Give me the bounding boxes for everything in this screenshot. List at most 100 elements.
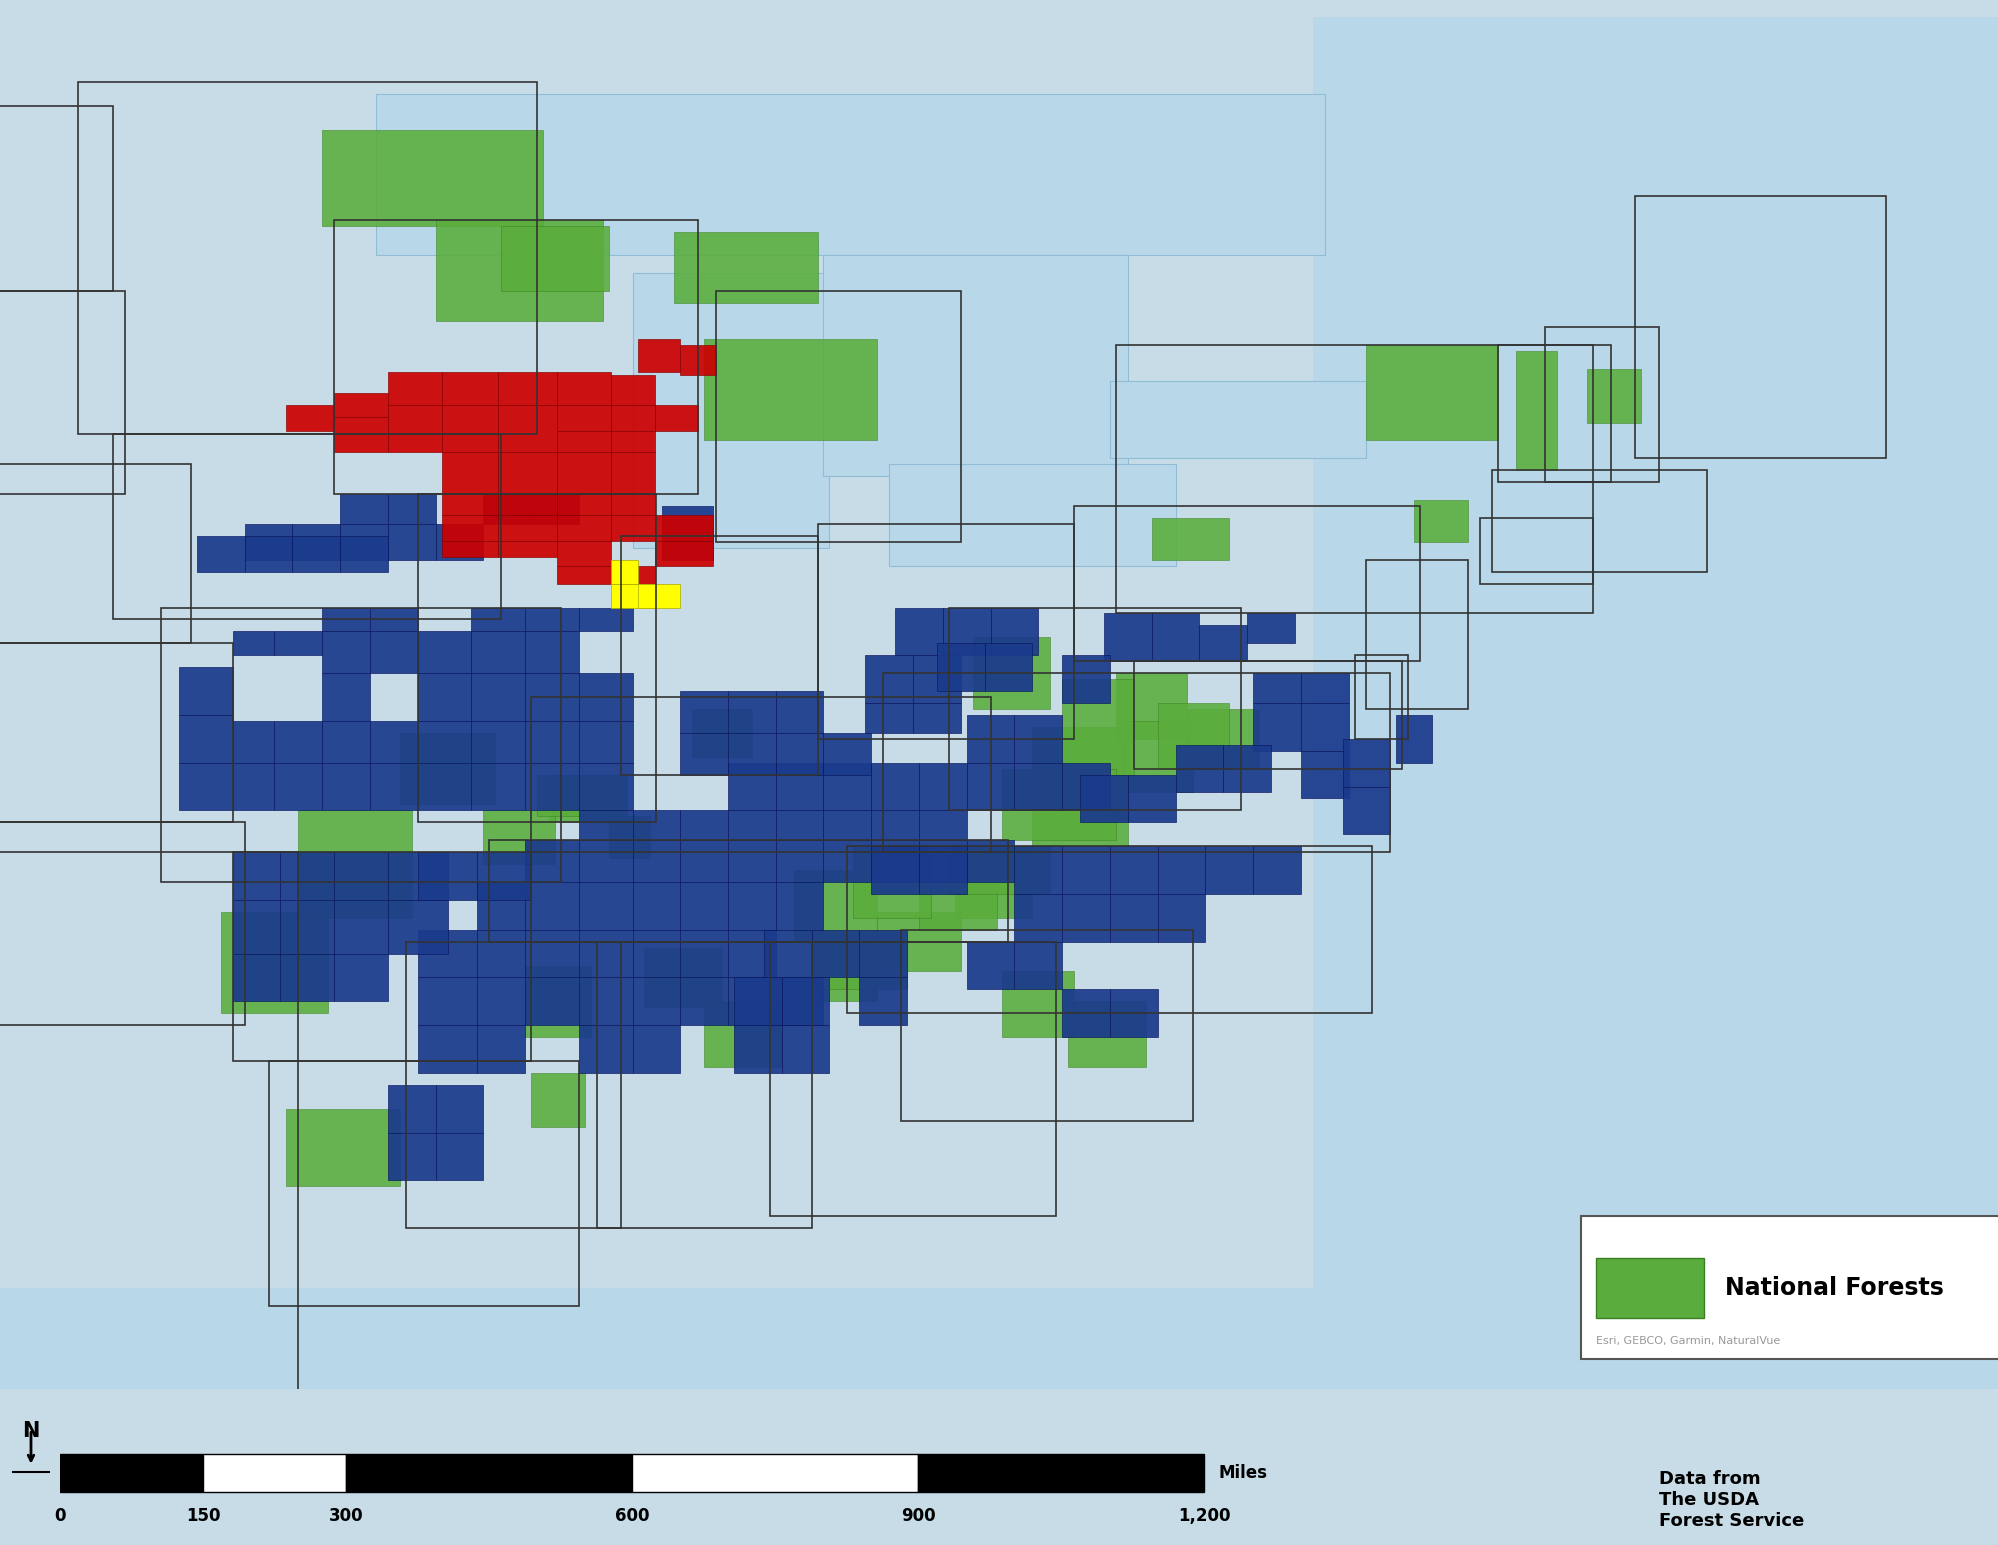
Polygon shape [913,655,961,703]
Polygon shape [1301,674,1349,703]
Polygon shape [322,722,370,763]
Polygon shape [1157,847,1205,895]
Polygon shape [679,840,727,882]
Polygon shape [637,584,679,607]
Polygon shape [679,345,715,375]
Polygon shape [418,853,478,899]
Polygon shape [549,774,625,822]
Text: Miles: Miles [1217,1465,1267,1482]
Polygon shape [775,811,823,840]
Polygon shape [1013,895,1061,941]
Polygon shape [1061,763,1109,811]
Text: National Forests: National Forests [1724,1276,1942,1299]
Polygon shape [334,392,388,417]
Polygon shape [871,847,919,895]
Polygon shape [811,930,859,978]
Polygon shape [703,338,877,440]
Polygon shape [1079,774,1127,822]
Polygon shape [498,453,557,494]
Polygon shape [322,674,370,722]
Polygon shape [1313,17,1998,1389]
Text: 0: 0 [54,1506,66,1525]
Polygon shape [557,514,611,541]
Polygon shape [727,763,775,811]
Polygon shape [781,1026,829,1072]
Polygon shape [775,882,823,930]
Polygon shape [1157,703,1229,768]
Polygon shape [280,853,334,899]
Polygon shape [579,763,631,811]
Polygon shape [525,930,579,978]
Polygon shape [537,774,619,816]
Polygon shape [823,811,871,840]
Polygon shape [334,853,388,899]
Polygon shape [1413,501,1467,542]
Polygon shape [322,763,370,811]
Polygon shape [280,953,334,1001]
Polygon shape [1013,847,1061,895]
Polygon shape [679,732,727,774]
Polygon shape [661,507,713,533]
Polygon shape [1253,847,1301,895]
Polygon shape [775,978,823,1026]
Polygon shape [1109,380,1367,459]
Polygon shape [442,541,498,556]
Polygon shape [400,732,496,805]
Polygon shape [579,1026,631,1072]
Polygon shape [1031,726,1127,847]
Polygon shape [198,536,244,572]
Polygon shape [418,722,472,763]
Polygon shape [340,524,388,559]
Text: 150: 150 [186,1506,220,1525]
Polygon shape [388,1085,436,1132]
Polygon shape [1301,751,1349,799]
Polygon shape [525,632,579,674]
Text: 300: 300 [328,1506,364,1525]
Polygon shape [679,691,727,732]
Polygon shape [579,930,631,978]
Polygon shape [1061,847,1109,895]
Polygon shape [895,607,943,655]
Polygon shape [781,978,829,1026]
Polygon shape [498,405,557,453]
Polygon shape [679,930,727,978]
Polygon shape [919,763,967,811]
Polygon shape [967,941,1013,989]
Polygon shape [973,638,1049,709]
Polygon shape [525,882,579,930]
Polygon shape [498,372,557,405]
Polygon shape [388,1132,436,1180]
Text: 600: 600 [615,1506,649,1525]
Polygon shape [853,847,931,918]
Polygon shape [727,978,775,1026]
Polygon shape [1301,703,1349,751]
Polygon shape [1253,674,1301,703]
Bar [631,1454,917,1492]
Polygon shape [1067,1001,1145,1068]
Polygon shape [775,732,823,774]
Polygon shape [442,514,498,541]
Polygon shape [232,722,274,763]
Polygon shape [631,978,679,1026]
Polygon shape [436,1085,484,1132]
Polygon shape [557,405,611,431]
Polygon shape [286,1109,400,1187]
Polygon shape [775,763,823,811]
Polygon shape [334,899,388,953]
Polygon shape [817,930,877,1001]
Polygon shape [733,1026,781,1072]
Polygon shape [557,453,611,494]
Polygon shape [525,840,579,882]
Polygon shape [823,763,871,811]
Polygon shape [436,524,484,559]
Polygon shape [733,978,781,1026]
Polygon shape [232,953,280,1001]
Polygon shape [967,715,1013,763]
Polygon shape [442,453,498,494]
Polygon shape [793,870,877,941]
Bar [917,1454,1203,1492]
Polygon shape [418,763,472,811]
Polygon shape [871,763,919,811]
Polygon shape [579,722,631,763]
Polygon shape [1199,626,1247,661]
